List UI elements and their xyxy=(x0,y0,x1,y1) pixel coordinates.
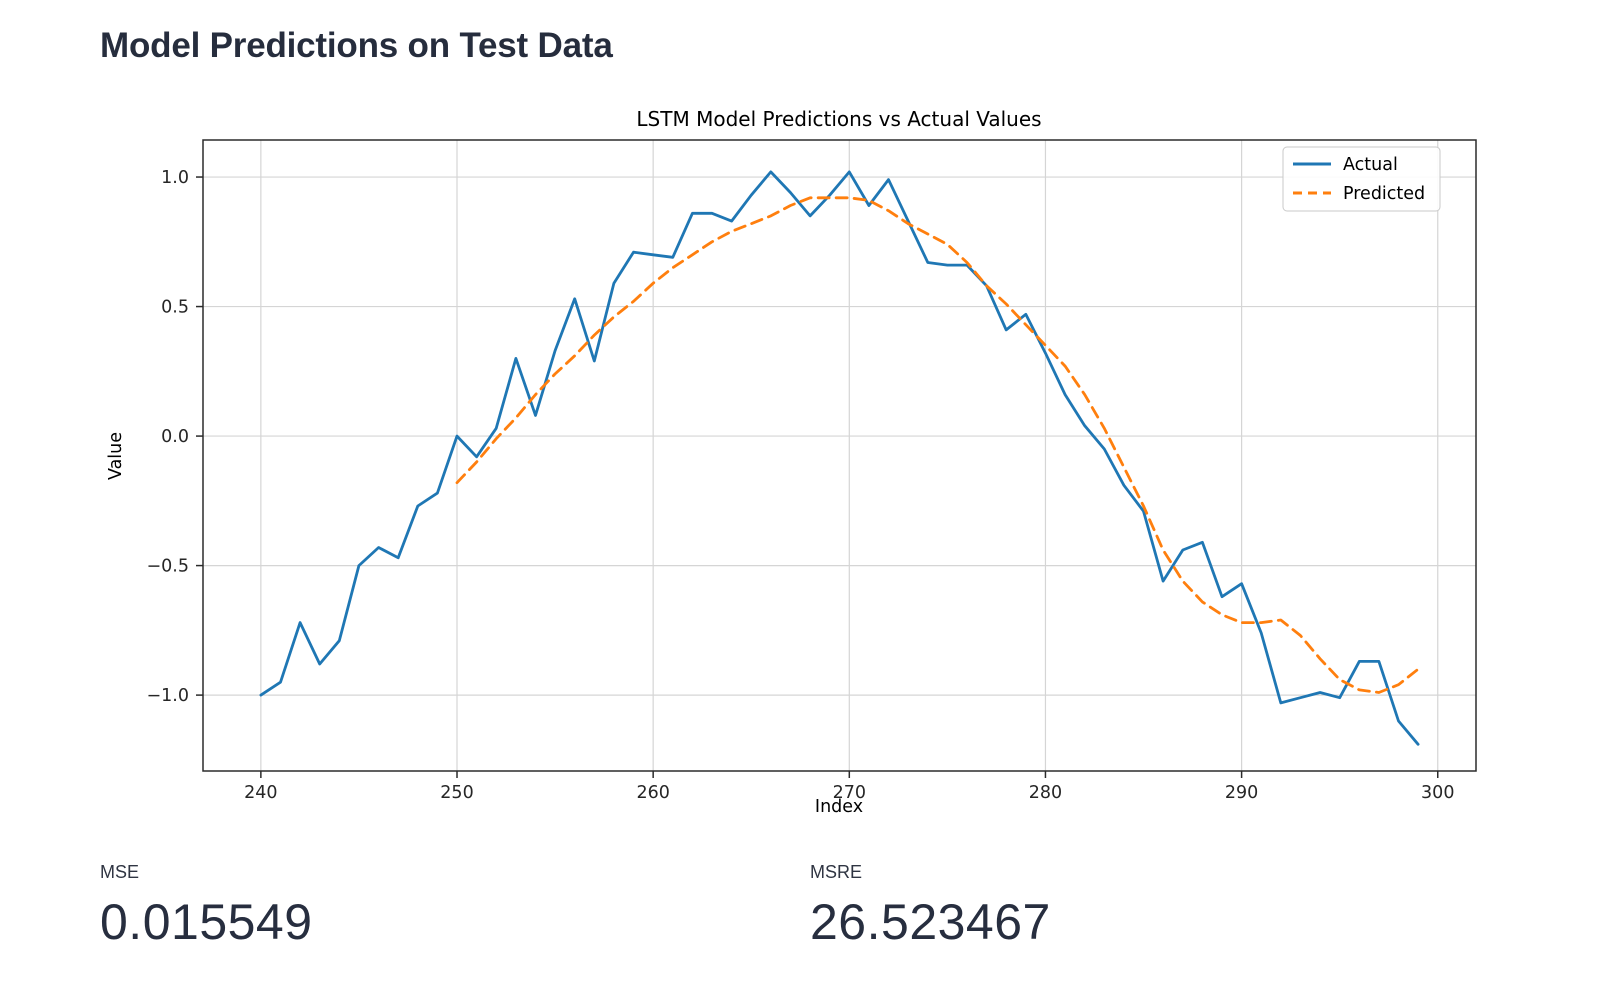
tick-layer: 240 250 260 270 280 290 300 1.0 0.5 0.0 −0.5 −1.0 xyxy=(147,168,1455,803)
y-tick-label: −0.5 xyxy=(147,557,190,577)
prediction-chart: 240 250 260 270 280 290 300 1.0 0.5 0.0 −0.5 −1.0 L… xyxy=(100,100,1480,820)
x-tick-label: 240 xyxy=(244,783,277,803)
y-axis-label: Value xyxy=(106,432,126,480)
chart-canvas: 240 250 260 270 280 290 300 1.0 0.5 0.0 −0.5 −1.0 L… xyxy=(106,107,1477,817)
x-tick-label: 260 xyxy=(636,783,669,803)
metric-msre-value: 26.523467 xyxy=(810,894,1051,950)
x-tick-label: 290 xyxy=(1225,783,1258,803)
series-layer xyxy=(259,170,1420,746)
x-axis-label: Index xyxy=(815,797,863,817)
y-tick-label: 0.0 xyxy=(161,427,189,447)
metric-mse: MSE 0.015549 xyxy=(100,862,313,951)
page-title: Model Predictions on Test Data xyxy=(100,26,613,65)
chart-title: LSTM Model Predictions vs Actual Values xyxy=(636,107,1041,131)
metric-mse-value: 0.015549 xyxy=(100,894,313,950)
x-tick-label: 300 xyxy=(1421,783,1454,803)
metric-mse-label: MSE xyxy=(100,862,140,882)
x-tick-label: 270 xyxy=(833,783,866,803)
y-tick-label: 0.5 xyxy=(161,298,189,318)
grid-layer xyxy=(203,140,1476,771)
legend-predicted-label: Predicted xyxy=(1343,184,1425,204)
series-actual-line xyxy=(259,170,1420,746)
x-tick-label: 250 xyxy=(440,783,473,803)
y-tick-label: 1.0 xyxy=(161,168,189,188)
x-tick-label: 280 xyxy=(1029,783,1062,803)
legend[interactable]: Actual Predicted xyxy=(1282,146,1441,212)
metric-msre: MSRE 26.523467 xyxy=(810,862,1051,951)
legend-actual-label: Actual xyxy=(1343,155,1398,175)
metric-msre-label: MSRE xyxy=(810,862,863,882)
y-tick-label: −1.0 xyxy=(147,686,190,706)
plot-frame xyxy=(202,139,1477,772)
series-predicted-line xyxy=(455,196,1420,694)
